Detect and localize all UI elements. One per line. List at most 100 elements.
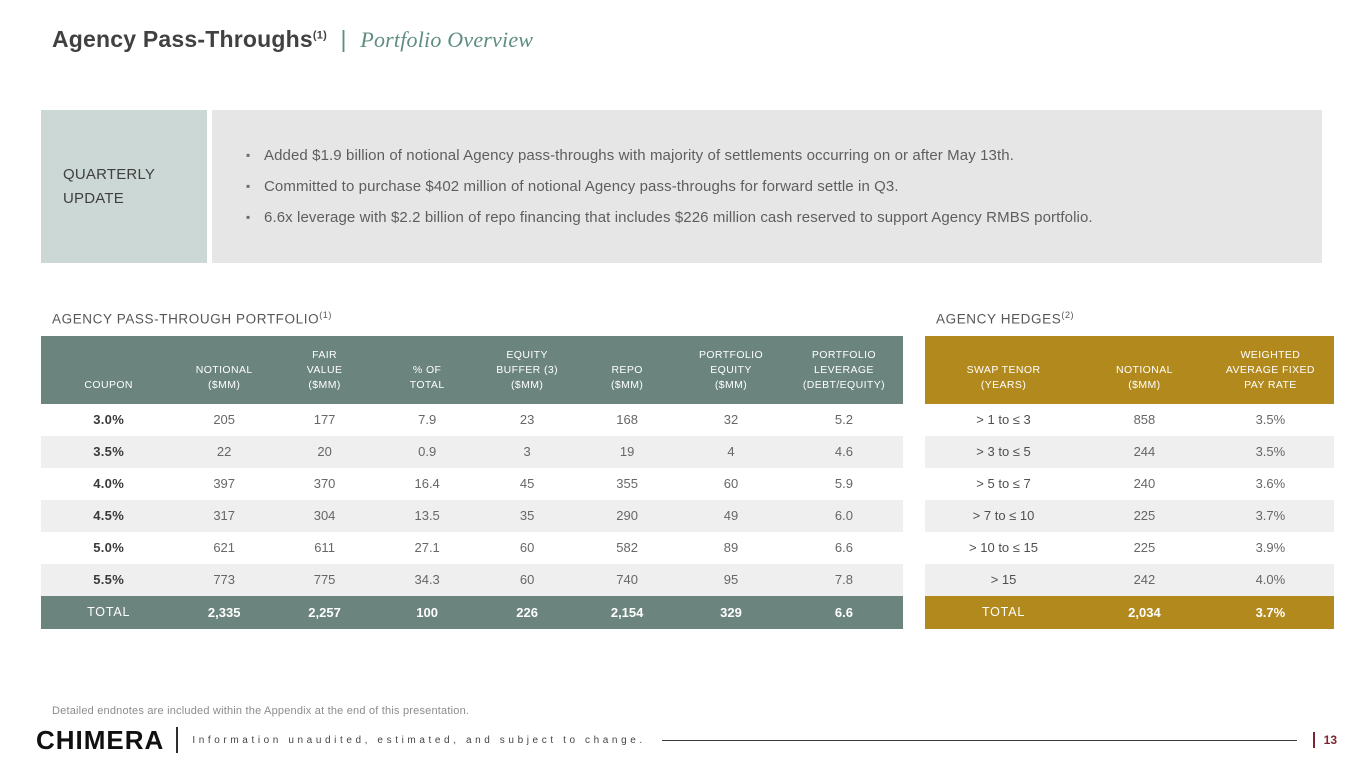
hedges-table: SWAP TENOR (YEARS) NOTIONAL ($MM) WEIGHTED… [925, 335, 1334, 629]
column-header: SWAP TENOR (YEARS) [925, 335, 1083, 404]
portfolio-title-footnote-marker: (1) [319, 310, 333, 320]
quarterly-update-section: QUARTERLY UPDATE Added $1.9 billion of n… [41, 110, 1322, 263]
table-cell: 397 [213, 476, 236, 491]
total-row: TOTAL 2,335 2,257 100 226 2,154 329 6.6 [41, 595, 903, 629]
table-cell: 35 [519, 508, 535, 523]
total-cell: 3.7% [1206, 595, 1334, 629]
table-cell: 3.0% [93, 412, 125, 427]
column-header: NOTIONAL ($MM) [176, 335, 272, 404]
table-cell: 32 [723, 412, 739, 427]
table-cell: 205 [213, 412, 236, 427]
table-cell: 5.5% [93, 572, 125, 587]
table-cell: 20 [317, 444, 332, 459]
table-cell: 27.1 [414, 540, 440, 555]
table-cell: 177 [313, 412, 336, 427]
table-cell: 773 [213, 572, 236, 587]
table-cell: 3.5% [93, 444, 125, 459]
column-header: EQUITY BUFFER (3) ($MM) [477, 335, 578, 404]
total-cell: 329 [677, 595, 785, 629]
title-separator: | [340, 26, 347, 52]
bullet-item: Added $1.9 billion of notional Agency pa… [246, 147, 1093, 164]
table-cell: > 15 [990, 572, 1017, 587]
footer: CHIMERA Information unaudited, estimated… [36, 727, 1337, 753]
table-cell: 0.9 [418, 444, 437, 459]
total-cell: 100 [377, 595, 478, 629]
table-cell: 740 [616, 572, 638, 587]
table-row: > 10 to ≤ 15 225 3.9% [925, 532, 1334, 564]
chimera-logo: CHIMERA [36, 725, 165, 755]
page-number: 13 [1323, 733, 1337, 747]
table-cell: 3 [523, 444, 531, 459]
table-cell: 23 [519, 412, 535, 427]
table-row: 3.5% 22 20 0.9 3 19 4 4.6 [41, 435, 903, 468]
page-title: Agency Pass-Throughs(1) | Portfolio Over… [52, 26, 533, 53]
table-cell: 611 [314, 540, 335, 555]
table-cell: 60 [723, 476, 739, 491]
hedges-table-header: SWAP TENOR (YEARS) NOTIONAL ($MM) WEIGHTED… [925, 335, 1334, 404]
endnote-text: Detailed endnotes are included within th… [52, 705, 470, 717]
column-header: PORTFOLIO LEVERAGE (DEBT/EQUITY) [784, 335, 903, 404]
header-row: COUPON NOTIONAL ($MM) FAIR VALUE ($MM)% OF… [41, 335, 903, 404]
table-row: 5.0% 621 611 27.1 60 582 89 6.6 [41, 532, 903, 564]
table-cell: 60 [519, 572, 535, 587]
table-cell: 45 [519, 476, 535, 491]
table-cell: > 1 to ≤ 3 [976, 412, 1031, 427]
table-cell: 49 [723, 508, 739, 523]
table-cell: 7.9 [418, 412, 437, 427]
table-row: > 7 to ≤ 10 225 3.7% [925, 499, 1334, 532]
page-number-divider [1312, 732, 1315, 748]
total-row: TOTAL 2,034 3.7% [925, 595, 1334, 629]
table-cell: 4.0% [93, 476, 125, 491]
table-cell: 19 [619, 444, 635, 459]
table-cell: 225 [1133, 508, 1156, 523]
total-cell: TOTAL [41, 595, 177, 629]
table-row: 4.5% 317 304 13.5 35 290 49 6.0 [41, 499, 903, 532]
portfolio-table-title: AGENCY PASS-THROUGH PORTFOLIO(1) [52, 310, 903, 327]
table-cell: 3.6% [1255, 476, 1286, 491]
table-cell: 168 [616, 412, 638, 427]
table-cell: 16.4 [414, 476, 440, 491]
table-cell: 13.5 [414, 508, 440, 523]
table-cell: 621 [213, 540, 236, 555]
table-row: > 15 242 4.0% [925, 563, 1334, 596]
table-cell: 355 [616, 476, 638, 491]
update-bullet-list: Added $1.9 billion of notional Agency pa… [246, 133, 1093, 240]
table-cell: 4 [727, 444, 735, 459]
update-bullets-box: Added $1.9 billion of notional Agency pa… [212, 110, 1322, 263]
hedges-table-body: > 1 to ≤ 3 858 3.5% > 3 to ≤ 5 244 3.5% > 5 to… [925, 404, 1334, 596]
table-cell: 240 [1133, 476, 1156, 491]
table-cell: > 3 to ≤ 5 [976, 444, 1031, 459]
table-cell: 775 [313, 572, 336, 587]
table-row: 4.0% 397 370 16.4 45 355 60 5.9 [41, 468, 903, 500]
table-row: 5.5% 773 775 34.3 60 740 95 7.8 [41, 563, 903, 596]
table-cell: 290 [616, 508, 638, 523]
table-cell: 858 [1133, 412, 1156, 427]
column-header: NOTIONAL ($MM) [1082, 335, 1207, 404]
column-header: COUPON [41, 335, 177, 404]
column-header: PORTFOLIO EQUITY ($MM) [677, 335, 785, 404]
table-cell: 5.0% [93, 540, 125, 555]
quarterly-update-label: QUARTERLY UPDATE [63, 166, 156, 207]
title-subtitle: Portfolio Overview [360, 27, 534, 52]
table-cell: 582 [616, 540, 638, 555]
table-cell: 4.0% [1255, 572, 1286, 587]
table-cell: > 10 to ≤ 15 [969, 540, 1038, 555]
table-cell: > 5 to ≤ 7 [976, 476, 1031, 491]
portfolio-table-header: COUPON NOTIONAL ($MM) FAIR VALUE ($MM)% OF… [41, 335, 903, 404]
header-row: SWAP TENOR (YEARS) NOTIONAL ($MM) WEIGHTED… [925, 335, 1334, 404]
portfolio-table-footer: TOTAL 2,335 2,257 100 226 2,154 329 6.6 [41, 595, 903, 629]
hedges-table-block: AGENCY HEDGES(2) SWAP TENOR (YEARS) NOTIO… [925, 310, 1334, 629]
bullet-item: Committed to purchase $402 million of no… [246, 178, 1093, 195]
total-cell: 226 [477, 595, 578, 629]
table-cell: 225 [1133, 540, 1156, 555]
table-cell: 95 [723, 572, 739, 587]
table-cell: 4.6 [834, 444, 853, 459]
table-cell: 3.5% [1255, 444, 1286, 459]
table-cell: 3.9% [1255, 540, 1286, 555]
table-cell: 7.8 [834, 572, 853, 587]
table-cell: 242 [1133, 572, 1156, 587]
hedges-table-footer: TOTAL 2,034 3.7% [925, 595, 1334, 629]
total-cell: 2,335 [176, 595, 272, 629]
hedges-title-footnote-marker: (2) [1061, 310, 1075, 320]
table-cell: > 7 to ≤ 10 [972, 508, 1035, 523]
